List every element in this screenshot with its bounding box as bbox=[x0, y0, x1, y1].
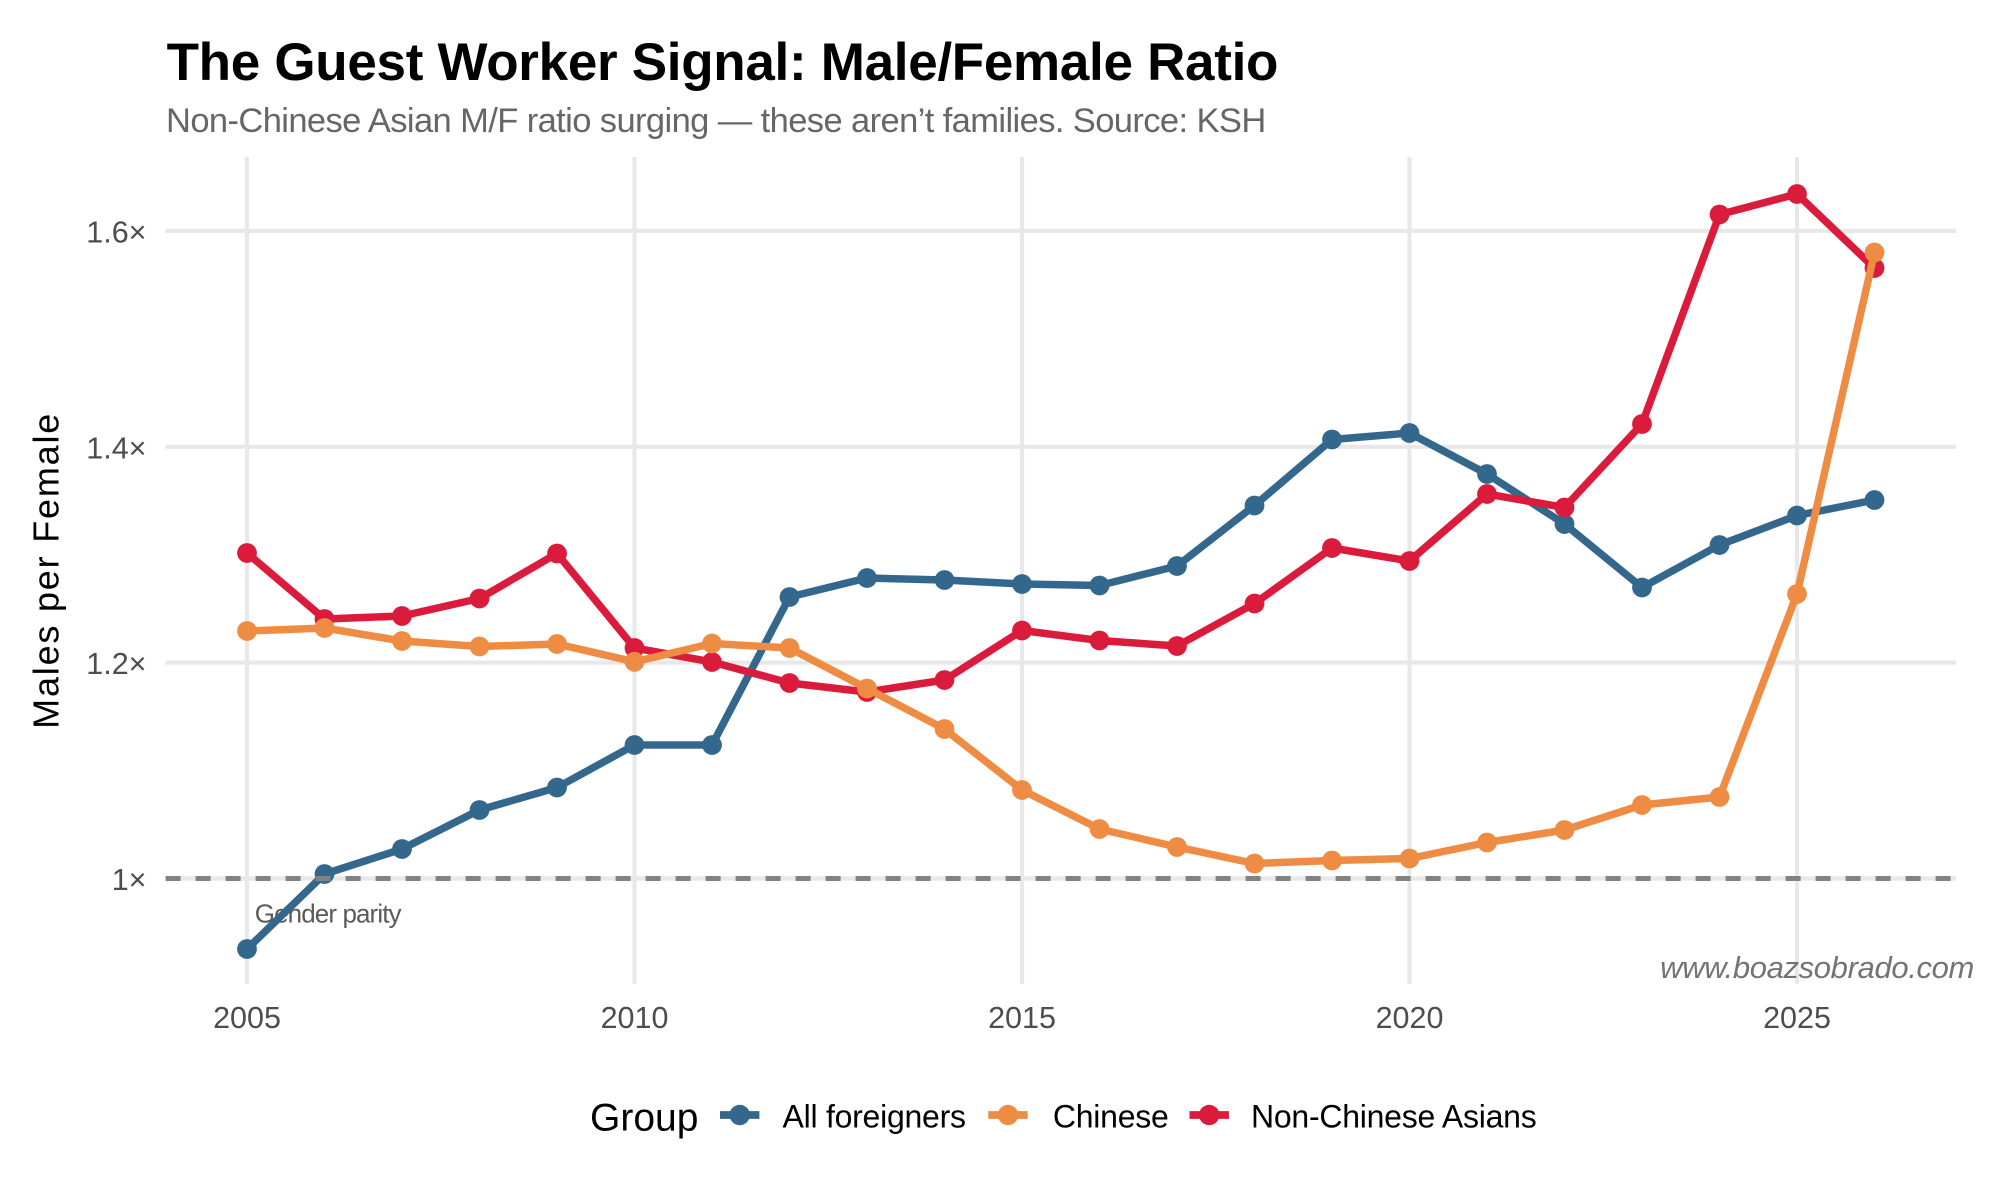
svg-text:2025: 2025 bbox=[1763, 1001, 1831, 1035]
svg-text:1×: 1× bbox=[112, 863, 147, 897]
svg-text:The Guest Worker Signal: Male/: The Guest Worker Signal: Male/Female Rat… bbox=[167, 33, 1278, 92]
svg-text:All foreigners: All foreigners bbox=[783, 1098, 966, 1134]
svg-text:1.4×: 1.4× bbox=[86, 431, 146, 465]
svg-text:Males per Female: Males per Female bbox=[26, 412, 67, 729]
svg-text:2020: 2020 bbox=[1376, 1001, 1444, 1035]
svg-text:2010: 2010 bbox=[601, 1001, 669, 1035]
svg-text:1.6×: 1.6× bbox=[86, 215, 146, 249]
svg-text:2005: 2005 bbox=[213, 1001, 281, 1035]
svg-text:1.2×: 1.2× bbox=[86, 647, 146, 681]
svg-text:www.boazsobrado.com: www.boazsobrado.com bbox=[1660, 950, 1974, 985]
svg-text:2015: 2015 bbox=[988, 1001, 1056, 1035]
svg-text:Group: Group bbox=[590, 1096, 698, 1139]
svg-text:Non-Chinese Asian M/F ratio su: Non-Chinese Asian M/F ratio surging — th… bbox=[166, 102, 1266, 140]
svg-text:Non-Chinese Asians: Non-Chinese Asians bbox=[1251, 1098, 1536, 1134]
svg-text:Chinese: Chinese bbox=[1053, 1098, 1169, 1134]
